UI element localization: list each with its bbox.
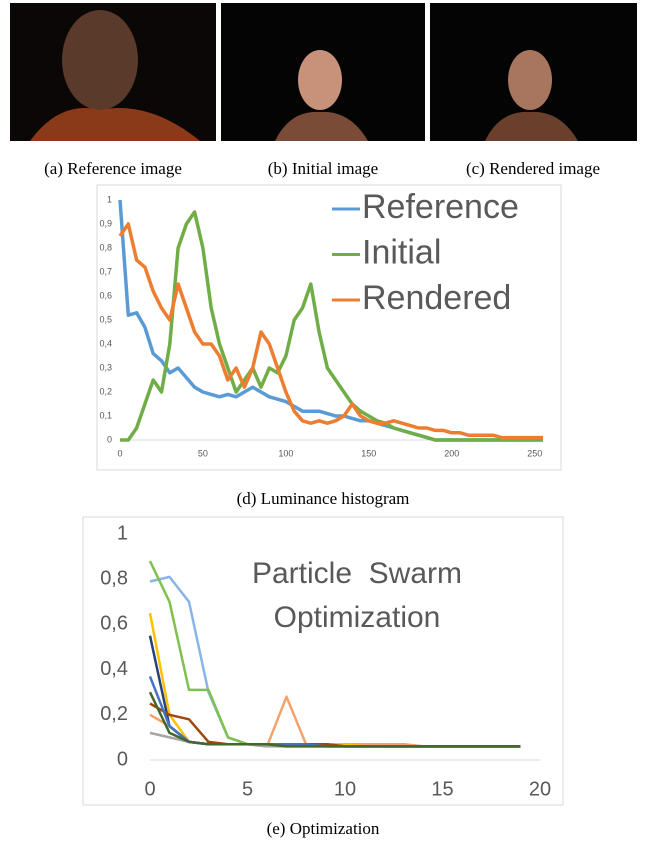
photo-initial <box>221 3 425 141</box>
y-tick-label: 0,5 <box>99 314 112 324</box>
y-tick-label: 1 <box>107 194 112 204</box>
chart-frame <box>96 184 562 471</box>
x-tick-label: 0 <box>117 448 122 458</box>
photo-rendered <box>430 3 637 141</box>
y-tick-label: 0 <box>117 748 128 770</box>
x-tick-label: 5 <box>242 778 253 800</box>
y-tick-label: 0 <box>107 434 112 444</box>
y-tick-label: 0,6 <box>100 613 128 635</box>
annotation: Optimization <box>274 601 441 634</box>
y-tick-label: 0,1 <box>99 410 112 420</box>
chart-frame <box>82 516 564 806</box>
y-tick-label: 0,2 <box>100 703 128 725</box>
y-tick-label: 0,3 <box>99 362 112 372</box>
y-tick-label: 1 <box>117 522 128 544</box>
photo-reference <box>10 3 216 141</box>
caption: (c) Rendered image <box>466 159 600 178</box>
legend-label: Reference <box>362 188 519 226</box>
x-tick-label: 150 <box>361 448 376 458</box>
y-tick-label: 0,4 <box>99 338 112 348</box>
caption: (a) Reference image <box>44 159 182 178</box>
y-tick-label: 0,8 <box>100 567 128 589</box>
y-tick-label: 0,2 <box>99 386 112 396</box>
y-tick-label: 0,4 <box>100 658 128 680</box>
x-tick-label: 100 <box>278 448 293 458</box>
series-line <box>118 222 543 440</box>
y-tick-label: 0,9 <box>99 218 112 228</box>
x-tick-label: 50 <box>198 448 208 458</box>
x-tick-label: 20 <box>529 778 551 800</box>
x-tick-label: 200 <box>444 448 459 458</box>
x-tick-label: 250 <box>527 448 542 458</box>
caption: (e) Optimization <box>267 819 380 838</box>
x-tick-label: 15 <box>431 778 453 800</box>
caption: (b) Initial image <box>268 159 378 178</box>
series-line <box>149 702 521 748</box>
y-tick-label: 0,8 <box>99 242 112 252</box>
legend-label: Rendered <box>362 279 511 317</box>
legend-label: Initial <box>362 233 441 271</box>
series-line <box>120 210 543 442</box>
series-line <box>148 675 521 748</box>
y-tick-label: 0,6 <box>99 290 112 300</box>
annotation: Particle Swarm <box>252 557 462 590</box>
series-line <box>148 691 521 748</box>
x-tick-label: 10 <box>334 778 356 800</box>
x-tick-label: 0 <box>144 778 155 800</box>
caption: (d) Luminance histogram <box>237 489 410 508</box>
y-tick-label: 0,7 <box>99 266 112 276</box>
